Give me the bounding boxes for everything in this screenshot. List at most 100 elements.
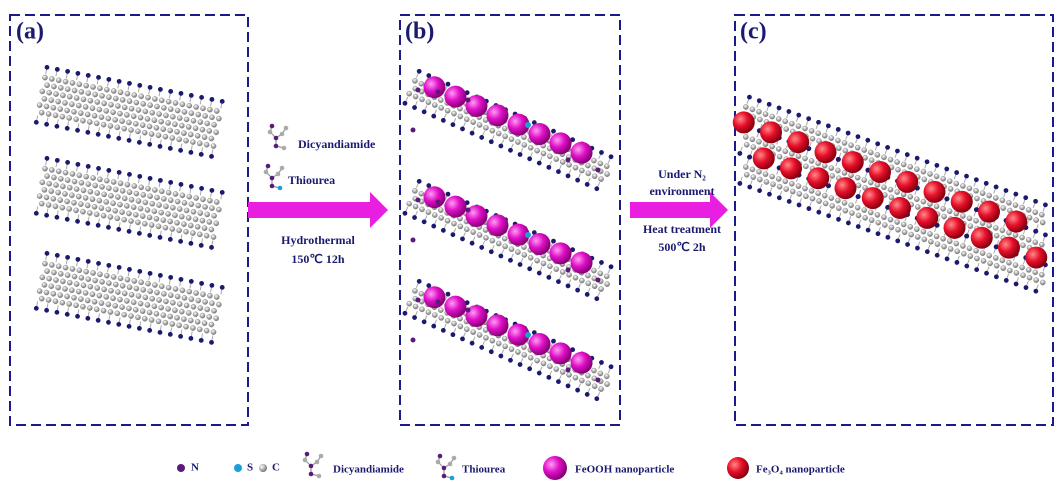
carbon-atom — [115, 194, 121, 200]
carbon-atom — [151, 208, 157, 214]
carbon-atom — [829, 173, 836, 180]
carbon-atom — [920, 228, 927, 235]
carbon-atom — [138, 115, 144, 121]
carbon-atom — [914, 234, 921, 241]
carbon-atom — [120, 188, 126, 194]
carbon-atom — [147, 214, 153, 220]
carbon-atom — [770, 181, 777, 188]
nitrogen-atom — [746, 94, 752, 100]
carbon-atom — [153, 216, 159, 222]
carbon-atom — [782, 178, 789, 185]
nitrogen-atom — [875, 141, 881, 147]
carbon-atom — [149, 110, 155, 116]
nitrogen-atom — [402, 100, 408, 106]
carbon-atom — [591, 173, 598, 180]
nitrogen-atom — [198, 243, 204, 249]
carbon-atom — [168, 197, 174, 203]
carbon-atom — [59, 205, 65, 211]
carbon-atom — [51, 174, 57, 180]
carbon-atom — [140, 122, 146, 128]
carbon-atom — [142, 108, 148, 114]
carbon-atom — [861, 207, 868, 214]
carbon-atom — [209, 300, 215, 306]
s-atom — [525, 332, 531, 338]
carbon-atom — [789, 120, 796, 127]
fe3o4-sphere — [780, 157, 802, 179]
atom — [436, 460, 441, 465]
carbon-atom — [92, 113, 98, 119]
carbon-atom — [214, 294, 220, 300]
carbon-atom — [48, 283, 54, 289]
n-atom — [596, 378, 601, 383]
nitrogen-atom — [894, 148, 900, 154]
carbon-atom — [775, 116, 782, 123]
nitrogen-atom — [526, 366, 532, 372]
carbon-atom — [597, 160, 604, 167]
carbon-atom — [848, 142, 855, 149]
carbon-atom — [868, 157, 875, 164]
carbon-atom — [67, 185, 73, 191]
carbon-atom — [835, 137, 842, 144]
carbon-atom — [76, 172, 82, 178]
carbon-atom — [895, 226, 902, 233]
carbon-atom — [135, 198, 141, 204]
carbon-atom — [159, 188, 165, 194]
carbon-atom — [908, 231, 915, 238]
carbon-atom — [1025, 207, 1032, 214]
nitrogen-atom — [54, 215, 60, 221]
carbon-atom — [149, 222, 155, 228]
nitrogen-atom — [555, 168, 561, 174]
carbon-atom — [546, 263, 553, 270]
atom — [278, 186, 283, 191]
carbon-atom — [566, 271, 573, 278]
carbon-atom — [108, 193, 114, 199]
carbon-atom — [154, 290, 160, 296]
carbon-atom — [131, 183, 137, 189]
carbon-atom — [144, 116, 150, 122]
nitrogen-atom — [178, 182, 184, 188]
nitrogen-atom — [126, 138, 132, 144]
carbon-atom — [585, 170, 592, 177]
carbon-atom — [940, 235, 947, 242]
nitrogen-atom — [608, 264, 614, 270]
carbon-atom — [546, 153, 553, 160]
carbon-atom — [411, 187, 418, 194]
fe3o4-sphere — [814, 141, 836, 163]
carbon-atom — [412, 203, 419, 210]
fe3o4-sphere — [733, 111, 755, 133]
carbon-atom — [980, 258, 987, 265]
carbon-atom — [65, 272, 71, 278]
carbon-atom — [881, 154, 888, 161]
carbon-atom — [974, 195, 981, 202]
carbon-atom — [986, 222, 993, 229]
carbon-atom — [789, 188, 796, 195]
nitrogen-atom — [188, 336, 194, 342]
carbon-atom — [216, 116, 222, 122]
carbon-atom — [87, 98, 93, 104]
carbon-atom — [213, 129, 219, 135]
carbon-atom — [842, 207, 849, 214]
carbon-atom — [521, 352, 528, 359]
carbon-atom — [179, 101, 185, 107]
carbon-atom — [743, 134, 750, 141]
carbon-atom — [213, 220, 219, 226]
carbon-atom — [204, 211, 210, 217]
carbon-atom — [78, 275, 84, 281]
feooh-sphere — [571, 252, 593, 274]
nitrogen-atom — [147, 328, 153, 334]
nitrogen-atom — [776, 105, 782, 111]
n-atom — [411, 238, 416, 243]
carbon-atom — [147, 193, 153, 199]
nitrogen-atom — [565, 283, 571, 289]
n-atom — [596, 278, 601, 283]
nitrogen-atom — [431, 323, 437, 329]
carbon-atom — [463, 226, 470, 233]
carbon-atom — [591, 283, 598, 290]
nitrogen-atom — [469, 340, 475, 346]
carbon-atom — [515, 349, 522, 356]
carbon-atom — [163, 112, 169, 118]
carbon-atom — [947, 246, 954, 253]
carbon-atom — [153, 311, 159, 317]
carbon-atom — [809, 195, 816, 202]
carbon-atom — [921, 176, 928, 183]
